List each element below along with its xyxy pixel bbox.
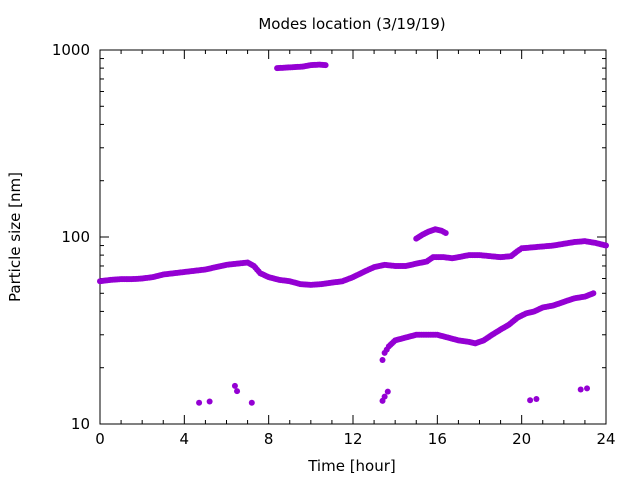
x-tick-label: 4 — [180, 430, 190, 448]
y-axis-label: Particle size [nm] — [6, 172, 24, 302]
data-point — [590, 290, 597, 297]
x-tick-label: 12 — [343, 430, 362, 448]
data-point — [442, 230, 449, 237]
data-point — [577, 386, 584, 393]
data-point — [248, 399, 255, 406]
y-tick-label: 10 — [71, 415, 90, 433]
x-tick-label: 16 — [428, 430, 447, 448]
plot-frame — [99, 49, 607, 425]
x-tick-label: 8 — [264, 430, 274, 448]
y-tick-label: 100 — [61, 228, 90, 246]
data-point — [196, 399, 203, 406]
data-point — [231, 382, 238, 389]
chart-title: Modes location (3/19/19) — [258, 15, 445, 33]
x-axis-label: Time [hour] — [307, 457, 396, 475]
data-point — [381, 393, 388, 400]
x-tick-label: 24 — [596, 430, 615, 448]
data-point — [384, 388, 391, 395]
data-point — [206, 398, 213, 405]
data-point — [527, 397, 534, 404]
x-tick-label: 0 — [95, 430, 105, 448]
data-point — [584, 385, 591, 392]
y-tick-label: 1000 — [52, 41, 90, 59]
x-tick-label: 20 — [512, 430, 531, 448]
data-point — [322, 62, 329, 69]
data-point — [379, 356, 386, 363]
data-point — [234, 388, 241, 395]
data-point — [603, 242, 609, 249]
data-point — [533, 396, 540, 403]
plot-area: 0 4 8 12 16 20 24 10 100 1000 — [52, 41, 616, 448]
